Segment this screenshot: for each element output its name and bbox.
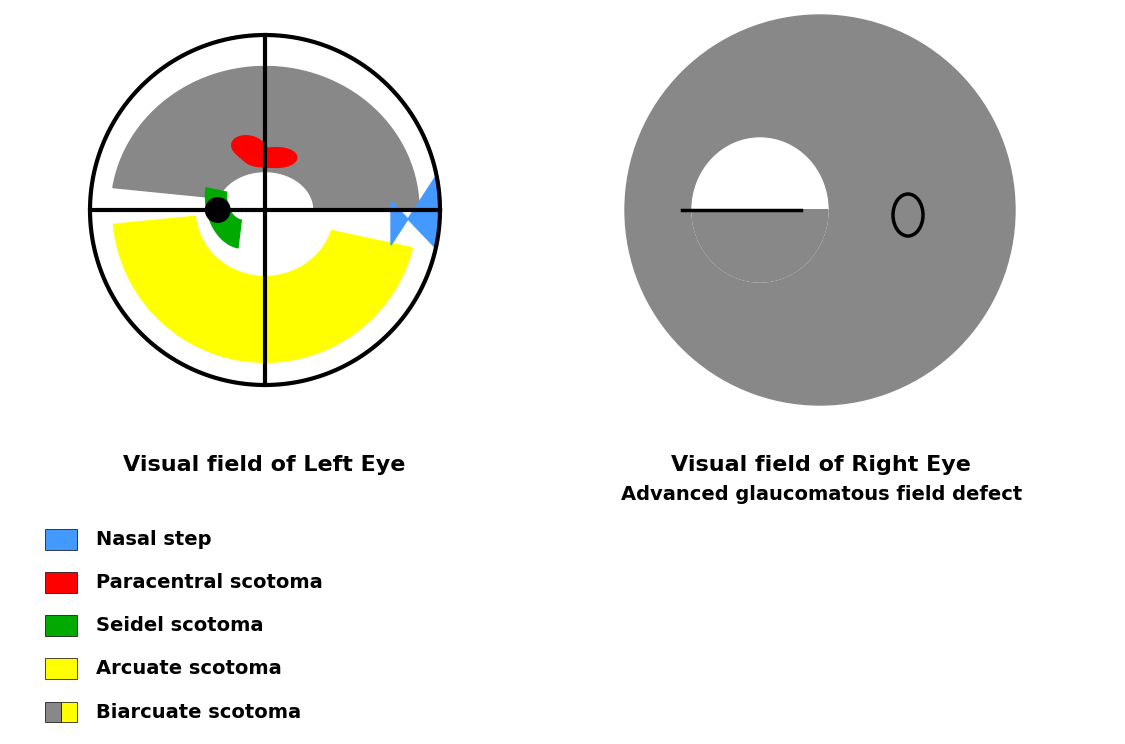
Circle shape: [206, 198, 230, 222]
Polygon shape: [112, 66, 418, 210]
Text: Biarcuate scotoma: Biarcuate scotoma: [96, 702, 300, 722]
Bar: [45, 702, 61, 722]
Text: Arcuate scotoma: Arcuate scotoma: [96, 659, 281, 679]
Polygon shape: [692, 210, 828, 282]
Bar: [45, 658, 76, 679]
Polygon shape: [206, 187, 241, 248]
Bar: [45, 615, 76, 636]
Polygon shape: [114, 217, 413, 362]
Text: Visual field of Left Eye: Visual field of Left Eye: [124, 455, 406, 475]
Bar: [45, 572, 76, 593]
Circle shape: [626, 15, 1015, 405]
Bar: [61, 702, 76, 722]
Bar: [45, 529, 76, 550]
Polygon shape: [232, 135, 297, 167]
Text: Advanced glaucomatous field defect: Advanced glaucomatous field defect: [621, 485, 1022, 504]
Text: Visual field of Right Eye: Visual field of Right Eye: [672, 455, 971, 475]
Text: Nasal step: Nasal step: [96, 530, 212, 549]
Polygon shape: [392, 176, 440, 248]
Text: Seidel scotoma: Seidel scotoma: [96, 616, 263, 635]
Ellipse shape: [692, 138, 828, 282]
Text: Paracentral scotoma: Paracentral scotoma: [96, 573, 323, 592]
